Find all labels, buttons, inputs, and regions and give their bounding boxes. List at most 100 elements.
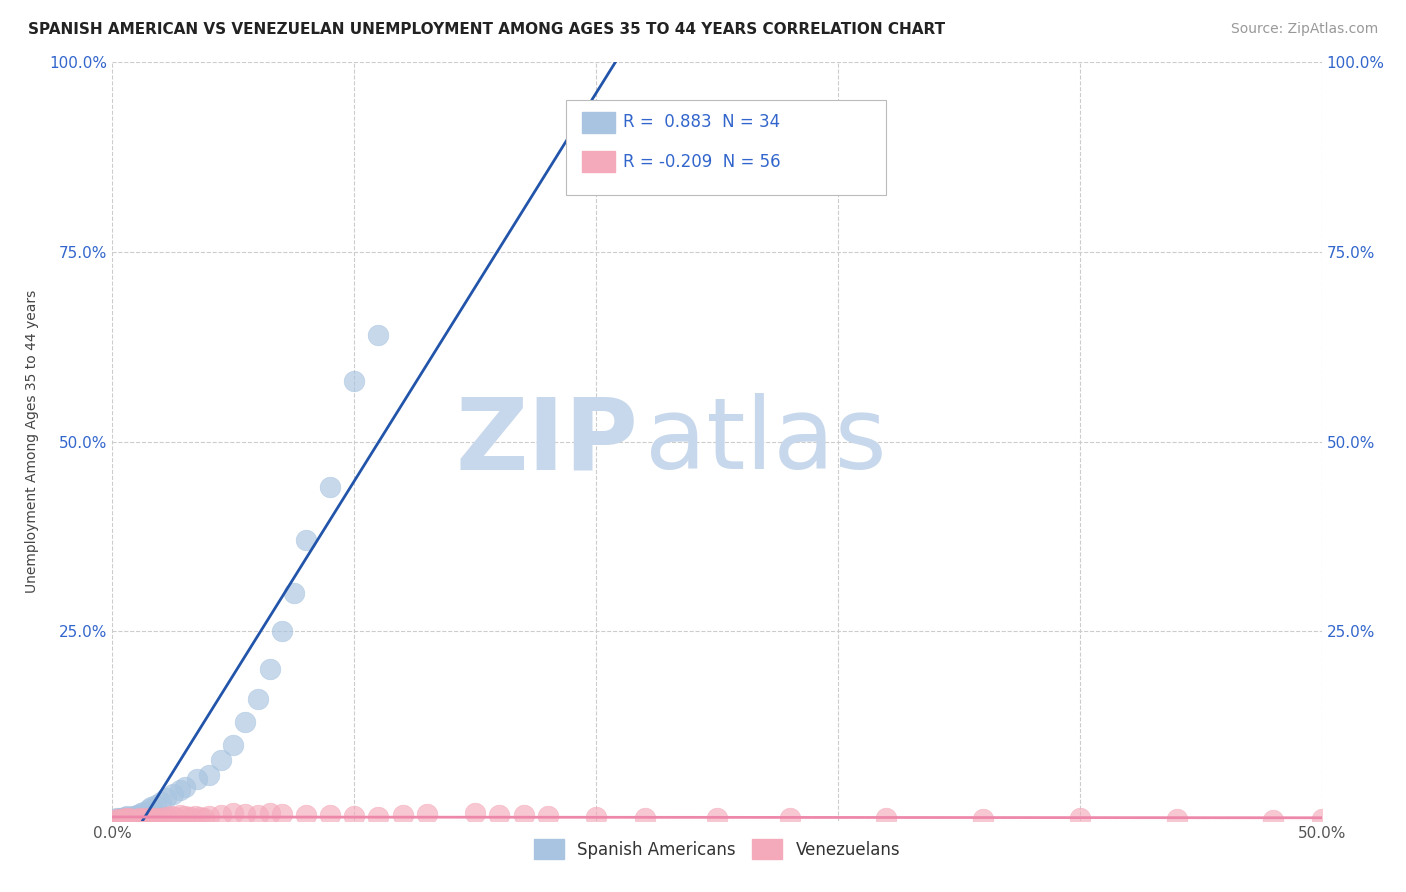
Point bbox=[145, 811, 167, 825]
Point bbox=[222, 806, 245, 821]
Point bbox=[162, 787, 184, 801]
Point bbox=[1166, 812, 1188, 826]
Text: SPANISH AMERICAN VS VENEZUELAN UNEMPLOYMENT AMONG AGES 35 TO 44 YEARS CORRELATIO: SPANISH AMERICAN VS VENEZUELAN UNEMPLOYM… bbox=[28, 22, 945, 37]
FancyBboxPatch shape bbox=[565, 101, 886, 195]
Point bbox=[149, 795, 172, 809]
Point bbox=[169, 783, 191, 797]
Point bbox=[138, 802, 160, 816]
Point bbox=[343, 809, 366, 823]
Point bbox=[138, 811, 160, 825]
Point bbox=[246, 807, 269, 822]
Point bbox=[131, 806, 153, 821]
Point bbox=[246, 692, 269, 706]
Point bbox=[174, 809, 197, 823]
Point bbox=[319, 808, 342, 822]
Point bbox=[149, 811, 172, 825]
Point bbox=[118, 811, 141, 825]
Point bbox=[209, 753, 232, 767]
Point bbox=[1310, 812, 1333, 826]
Point bbox=[111, 811, 134, 825]
Point bbox=[111, 812, 134, 826]
Point bbox=[198, 768, 221, 782]
Point bbox=[512, 808, 534, 822]
Point bbox=[295, 807, 318, 822]
Point bbox=[585, 810, 607, 824]
Point bbox=[779, 811, 801, 825]
Point bbox=[706, 811, 728, 825]
Point bbox=[125, 812, 148, 826]
Point bbox=[114, 811, 136, 825]
Point bbox=[209, 807, 232, 822]
Point bbox=[114, 810, 136, 824]
Point bbox=[343, 374, 366, 388]
Point bbox=[1263, 813, 1285, 827]
Point bbox=[972, 812, 994, 826]
Point bbox=[108, 813, 131, 827]
Point bbox=[142, 812, 165, 826]
Point bbox=[128, 807, 150, 822]
Point bbox=[118, 811, 141, 825]
Point bbox=[416, 806, 439, 821]
Point bbox=[115, 812, 138, 826]
Legend: Spanish Americans, Venezuelans: Spanish Americans, Venezuelans bbox=[527, 833, 907, 865]
Point bbox=[270, 624, 292, 639]
Point bbox=[148, 812, 170, 826]
Point bbox=[159, 809, 181, 823]
Point bbox=[121, 812, 143, 826]
Point bbox=[259, 806, 281, 821]
Point bbox=[186, 772, 208, 786]
Point bbox=[367, 810, 389, 824]
Point bbox=[115, 809, 138, 823]
Point bbox=[1069, 811, 1091, 825]
Point bbox=[105, 811, 128, 825]
Point bbox=[391, 807, 413, 822]
Bar bbox=[582, 151, 616, 172]
Point bbox=[145, 798, 167, 813]
Point bbox=[141, 811, 163, 825]
Point bbox=[155, 791, 177, 805]
Point bbox=[121, 810, 143, 824]
Point bbox=[174, 780, 197, 794]
Point bbox=[108, 811, 131, 825]
Point bbox=[235, 715, 257, 730]
Text: R = -0.209  N = 56: R = -0.209 N = 56 bbox=[623, 153, 780, 170]
Text: ZIP: ZIP bbox=[456, 393, 638, 490]
Point bbox=[183, 809, 205, 823]
Point bbox=[179, 810, 201, 824]
Point bbox=[235, 806, 257, 821]
Point bbox=[155, 810, 177, 824]
Point bbox=[122, 813, 145, 827]
Point bbox=[270, 806, 292, 821]
Point bbox=[283, 586, 305, 600]
Point bbox=[367, 328, 389, 343]
Point bbox=[131, 812, 153, 826]
Point bbox=[875, 811, 897, 825]
Point bbox=[193, 811, 215, 825]
Text: atlas: atlas bbox=[644, 393, 886, 490]
Point bbox=[125, 808, 148, 822]
Point bbox=[132, 805, 155, 819]
Point bbox=[488, 807, 510, 822]
Point bbox=[295, 533, 318, 548]
Point bbox=[259, 662, 281, 676]
Point bbox=[122, 809, 145, 823]
Point bbox=[104, 813, 127, 827]
Point bbox=[135, 812, 157, 826]
Y-axis label: Unemployment Among Ages 35 to 44 years: Unemployment Among Ages 35 to 44 years bbox=[24, 290, 38, 593]
Point bbox=[141, 800, 163, 814]
Point bbox=[198, 809, 221, 823]
Text: R =  0.883  N = 34: R = 0.883 N = 34 bbox=[623, 113, 780, 131]
Bar bbox=[582, 112, 616, 133]
Point bbox=[169, 808, 191, 822]
Point bbox=[188, 810, 211, 824]
Point bbox=[165, 810, 187, 824]
Point bbox=[132, 811, 155, 825]
Point bbox=[537, 809, 560, 823]
Point bbox=[464, 806, 486, 821]
Point bbox=[222, 738, 245, 752]
Point bbox=[104, 812, 127, 826]
Point bbox=[105, 812, 128, 826]
Point bbox=[319, 480, 342, 494]
Text: Source: ZipAtlas.com: Source: ZipAtlas.com bbox=[1230, 22, 1378, 37]
Point bbox=[633, 811, 655, 825]
